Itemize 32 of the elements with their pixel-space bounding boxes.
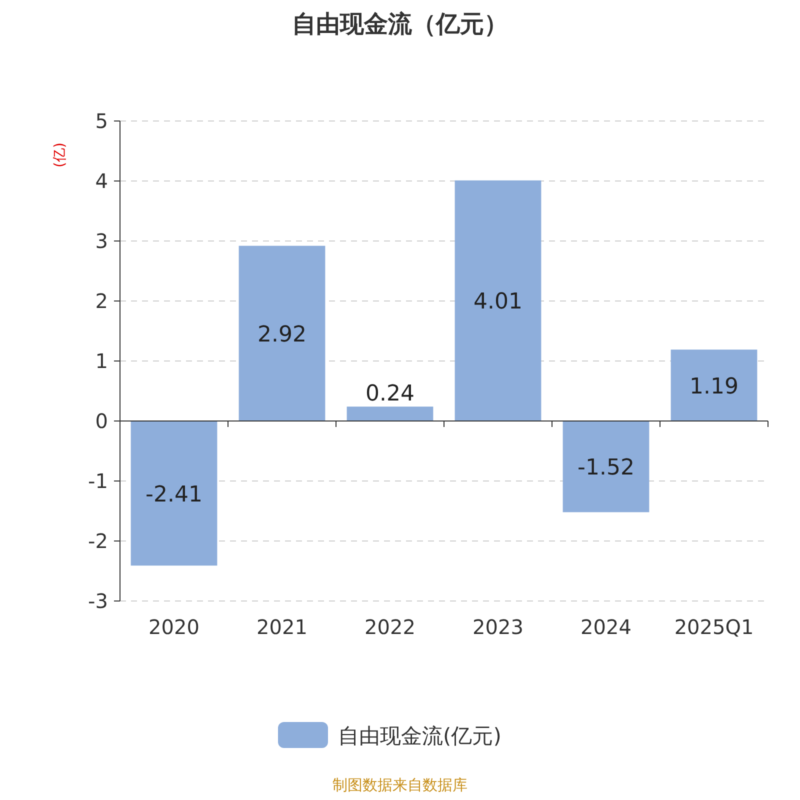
legend: 自由现金流(亿元)	[278, 722, 502, 748]
bar	[346, 406, 434, 421]
chart-title: 自由现金流（亿元）	[292, 10, 508, 38]
text: 制图数据来自数据库	[332, 776, 468, 794]
y-tick-label: 5	[95, 109, 108, 133]
y-tick-label: 2	[95, 289, 108, 313]
y-tick-label: 3	[95, 229, 108, 253]
y-tick-label: -2	[88, 529, 108, 553]
x-tick-label: 2021	[256, 615, 308, 639]
data-label: 2.92	[258, 322, 306, 348]
data-label: 1.19	[690, 374, 738, 400]
y-tick-label: 4	[95, 169, 108, 193]
x-tick-label: 2023	[472, 615, 524, 639]
y-tick-label: 1	[95, 349, 108, 373]
y-tick-label: -3	[88, 589, 108, 613]
bar	[670, 350, 758, 421]
data-label: 4.01	[474, 290, 522, 315]
x-tick-label: 2024	[580, 615, 632, 639]
y-tick-label: -1	[88, 469, 108, 493]
data-label: -1.52	[578, 456, 634, 481]
x-tick-label: 2020	[148, 615, 200, 639]
bar	[130, 421, 218, 566]
bar	[454, 180, 542, 421]
bar	[238, 246, 326, 421]
y-axis-title: (亿)	[52, 142, 68, 168]
legend-label: 自由现金流(亿元)	[338, 724, 502, 748]
bar	[562, 421, 650, 512]
x-tick-label: 2025Q1	[674, 615, 754, 639]
x-tick-label: 2022	[364, 615, 416, 639]
data-label: -2.41	[146, 482, 202, 508]
y-tick-label: 0	[95, 409, 108, 433]
data-label: 0.24	[366, 382, 414, 407]
